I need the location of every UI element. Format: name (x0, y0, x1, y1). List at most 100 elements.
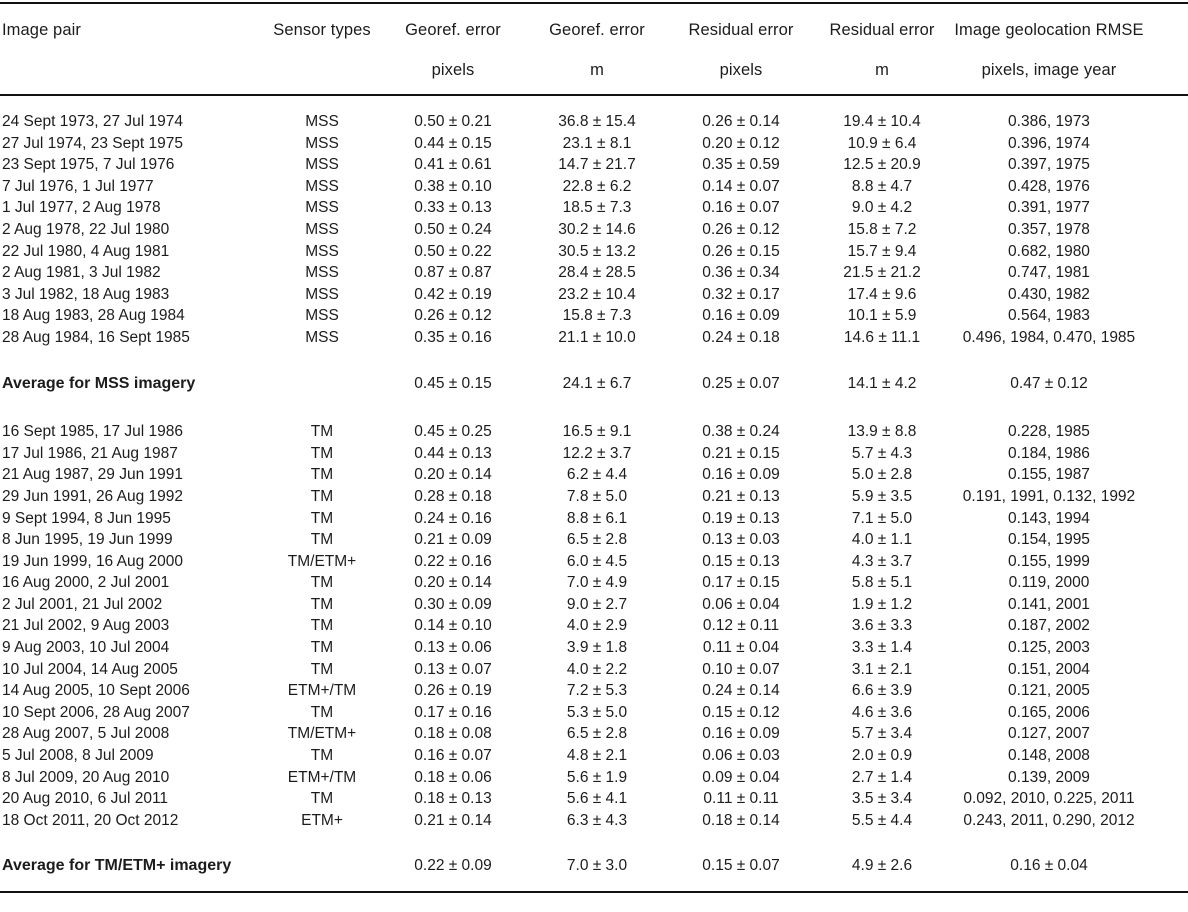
georef-error-m-cell: 23.1 ± 8.1 (562, 134, 632, 152)
residual-error-pixels-cell: 0.35 ± 0.59 (702, 156, 780, 174)
geolocation-rmse-cell: 0.092, 2010, 0.225, 2011 (963, 790, 1135, 808)
residual-error-pixels-cell: 0.18 ± 0.14 (702, 811, 780, 829)
header-label: Residual error (829, 21, 935, 39)
georef-error-m-cell: 23.2 ± 10.4 (558, 285, 636, 303)
residual-error-m-cell: 17.4 ± 9.6 (847, 285, 917, 303)
image-pair-cell: 21 Aug 1987, 29 Jun 1991 (2, 466, 183, 484)
sensor-types-cell: ETM+/TM (287, 768, 357, 786)
residual-error-pixels-cell: 0.12 ± 0.11 (702, 617, 780, 635)
georef-error-pixels-cell: 0.20 ± 0.14 (414, 574, 492, 592)
image-pair-cell: 3 Jul 1982, 18 Aug 1983 (2, 285, 170, 303)
residual-error-pixels-cell: 0.10 ± 0.07 (702, 660, 780, 678)
header-residual-error-pixels: Residual error pixels (668, 3, 814, 96)
georef-error-m-cell: 6.0 ± 4.5 (566, 552, 628, 570)
summary-geolocation-rmse-cell: 0.16 ± 0.04 (1010, 857, 1088, 875)
sensor-types-cell: MSS (305, 242, 339, 260)
georef-error-pixels-cell: 0.21 ± 0.09 (414, 531, 492, 549)
georef-error-m-cell: 6.3 ± 4.3 (566, 811, 628, 829)
georef-error-pixels-cell: 0.26 ± 0.19 (414, 682, 492, 700)
sensor-types-cell: TM (310, 703, 334, 721)
sensor-types-cell: TM (310, 639, 334, 657)
sensor-types-cell: TM (310, 574, 334, 592)
table-row: 17 Jul 1986, 21 Aug 1987 TM 0.44 ± 0.13 12.… (0, 443, 1188, 465)
image-pair-cell: 16 Sept 1985, 17 Jul 1986 (2, 423, 183, 441)
sensor-types-cell: MSS (305, 264, 339, 282)
geolocation-rmse-cell: 0.148, 2008 (1008, 747, 1090, 765)
residual-error-m-cell: 9.0 ± 4.2 (851, 199, 913, 217)
residual-error-pixels-cell: 0.06 ± 0.03 (702, 747, 780, 765)
summary-geolocation-rmse-cell: 0.47 ± 0.12 (1010, 374, 1088, 392)
georef-error-m-cell: 4.8 ± 2.1 (566, 747, 628, 765)
georef-error-pixels-cell: 0.16 ± 0.07 (414, 747, 492, 765)
table-row: 19 Jun 1999, 16 Aug 2000 TM/ETM+ 0.22 ± 0.… (0, 551, 1188, 573)
georef-error-pixels-cell: 0.18 ± 0.13 (414, 790, 492, 808)
residual-error-m-cell: 1.9 ± 1.2 (851, 595, 913, 613)
image-pair-cell: 8 Jul 2009, 20 Aug 2010 (2, 768, 170, 786)
residual-error-pixels-cell: 0.16 ± 0.09 (702, 466, 780, 484)
residual-error-m-cell: 4.6 ± 3.6 (851, 703, 913, 721)
georef-error-m-cell: 21.1 ± 10.0 (558, 328, 636, 346)
summary-residual-error-pixels-cell: 0.25 ± 0.07 (702, 374, 780, 392)
image-pair-cell: 29 Jun 1991, 26 Aug 1992 (2, 487, 183, 505)
residual-error-pixels-cell: 0.16 ± 0.09 (702, 307, 780, 325)
sensor-types-cell: MSS (305, 156, 339, 174)
residual-error-pixels-cell: 0.19 ± 0.13 (702, 509, 780, 527)
image-pair-cell: 20 Aug 2010, 6 Jul 2011 (2, 790, 169, 808)
table-row: 10 Sept 2006, 28 Aug 2007 TM 0.17 ± 0.16 5.… (0, 702, 1188, 724)
image-pair-cell: 8 Jun 1995, 19 Jun 1999 (2, 531, 173, 549)
sensor-types-cell: ETM+ (301, 811, 343, 829)
table-row: 20 Aug 2010, 6 Jul 2011 TM 0.18 ± 0.13 5.6 … (0, 788, 1188, 810)
image-pair-cell: 23 Sept 1975, 7 Jul 1976 (2, 156, 175, 174)
image-pair-cell: 28 Aug 1984, 16 Sept 1985 (2, 328, 190, 346)
image-pair-cell: 27 Jul 1974, 23 Sept 1975 (2, 134, 183, 152)
residual-error-pixels-cell: 0.13 ± 0.03 (702, 531, 780, 549)
sensor-types-cell: TM (310, 660, 334, 678)
georef-error-m-cell: 7.8 ± 5.0 (566, 487, 628, 505)
geolocation-rmse-cell: 0.187, 2002 (1008, 617, 1090, 635)
residual-error-m-cell: 3.1 ± 2.1 (851, 660, 913, 678)
sensor-types-cell: TM (310, 423, 334, 441)
geolocation-rmse-cell: 0.151, 2004 (1008, 660, 1090, 678)
table-row: 5 Jul 2008, 8 Jul 2009 TM 0.16 ± 0.07 4.8 ±… (0, 745, 1188, 767)
image-pair-cell: 1 Jul 1977, 2 Aug 1978 (2, 199, 161, 217)
residual-error-m-cell: 2.0 ± 0.9 (851, 747, 913, 765)
geolocation-rmse-cell: 0.682, 1980 (1008, 242, 1090, 260)
table-row: 7 Jul 1976, 1 Jul 1977 MSS 0.38 ± 0.10 22.8… (0, 176, 1188, 198)
image-pair-cell: 7 Jul 1976, 1 Jul 1977 (2, 177, 154, 195)
georef-error-m-cell: 7.0 ± 4.9 (566, 574, 628, 592)
table-row: 27 Jul 1974, 23 Sept 1975 MSS 0.44 ± 0.15 2… (0, 133, 1188, 155)
mss-section: 24 Sept 1973, 27 Jul 1974 MSS 0.50 ± 0.21 3… (0, 95, 1188, 406)
residual-error-m-cell: 5.0 ± 2.8 (851, 466, 913, 484)
georeference-error-table: Image pair Sensor types Georef. error pi… (0, 2, 1188, 893)
georef-error-m-cell: 5.6 ± 4.1 (566, 790, 628, 808)
georef-error-pixels-cell: 0.44 ± 0.13 (414, 444, 492, 462)
georef-error-pixels-cell: 0.21 ± 0.14 (414, 811, 492, 829)
georef-error-pixels-cell: 0.50 ± 0.21 (414, 113, 492, 130)
georef-error-m-cell: 7.2 ± 5.3 (566, 682, 628, 700)
georef-error-pixels-cell: 0.13 ± 0.06 (414, 639, 492, 657)
geolocation-rmse-cell: 0.155, 1999 (1008, 552, 1090, 570)
table-row: 23 Sept 1975, 7 Jul 1976 MSS 0.41 ± 0.61 14… (0, 154, 1188, 176)
header-label: Sensor types (273, 21, 371, 39)
geolocation-rmse-cell: 0.391, 1977 (1008, 199, 1090, 217)
header-label: Georef. error (405, 21, 501, 39)
residual-error-m-cell: 4.0 ± 1.1 (851, 531, 913, 549)
georef-error-pixels-cell: 0.30 ± 0.09 (414, 595, 492, 613)
table-row: 14 Aug 2005, 10 Sept 2006 ETM+/TM 0.26 ± 0… (0, 680, 1188, 702)
image-pair-cell: 2 Aug 1978, 22 Jul 1980 (2, 220, 170, 238)
geolocation-rmse-cell: 0.127, 2007 (1008, 725, 1090, 743)
image-pair-cell: 22 Jul 1980, 4 Aug 1981 (2, 242, 170, 260)
image-pair-cell: 10 Jul 2004, 14 Aug 2005 (2, 660, 178, 678)
table-row: 16 Sept 1985, 17 Jul 1986 TM 0.45 ± 0.25 16… (0, 406, 1188, 443)
residual-error-pixels-cell: 0.38 ± 0.24 (702, 423, 780, 441)
georef-error-m-cell: 6.5 ± 2.8 (566, 725, 628, 743)
residual-error-m-cell: 14.6 ± 11.1 (843, 328, 921, 346)
residual-error-m-cell: 2.7 ± 1.4 (851, 768, 913, 786)
sensor-types-cell: TM (310, 444, 334, 462)
table-row: 21 Jul 2002, 9 Aug 2003 TM 0.14 ± 0.10 4.0 … (0, 615, 1188, 637)
image-pair-cell: 17 Jul 1986, 21 Aug 1987 (2, 444, 178, 462)
sensor-types-cell: ETM+/TM (287, 682, 357, 700)
sensor-types-cell: TM (310, 595, 334, 613)
georef-error-pixels-cell: 0.17 ± 0.16 (414, 703, 492, 721)
table-row: 2 Aug 1981, 3 Jul 1982 MSS 0.87 ± 0.87 28.4… (0, 262, 1188, 284)
